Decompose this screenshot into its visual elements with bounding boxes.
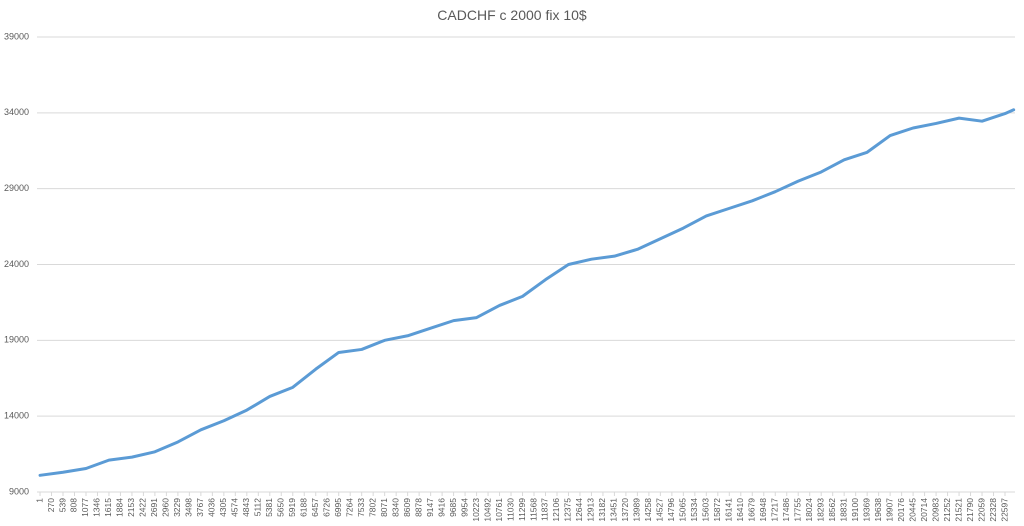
x-tick-label: 11030 xyxy=(505,498,515,521)
x-tick-label: 3229 xyxy=(172,498,182,517)
y-tick-label: 14000 xyxy=(4,411,29,421)
x-tick-label: 18562 xyxy=(827,498,837,522)
y-tick-label: 9000 xyxy=(9,486,29,496)
x-tick-label: 2153 xyxy=(126,498,136,517)
x-tick-label: 4843 xyxy=(241,498,251,517)
x-tick-label: 12644 xyxy=(574,498,584,522)
x-tick-label: 10761 xyxy=(494,498,504,522)
x-tick-label: 270 xyxy=(46,498,56,512)
x-tick-label: 9416 xyxy=(436,498,446,517)
x-tick-label: 12913 xyxy=(586,498,596,522)
x-tick-label: 7802 xyxy=(367,498,377,517)
x-tick-label: 13451 xyxy=(609,498,619,522)
x-tick-label: 10492 xyxy=(482,498,492,522)
x-tick-label: 12375 xyxy=(563,498,573,522)
x-tick-label: 21252 xyxy=(942,498,952,522)
chart-title: CADCHF c 2000 fix 10$ xyxy=(437,7,587,23)
x-tick-label: 11568 xyxy=(528,498,538,521)
x-tick-label: 5919 xyxy=(287,498,297,517)
x-tick-label: 11837 xyxy=(540,498,550,521)
x-tick-label: 19100 xyxy=(850,498,860,522)
y-tick-label: 34000 xyxy=(4,107,29,117)
x-tick-label: 10223 xyxy=(471,498,481,522)
x-tick-label: 6726 xyxy=(321,498,331,517)
x-tick-label: 4036 xyxy=(207,498,217,517)
x-tick-label: 16141 xyxy=(724,498,734,522)
x-tick-label: 4305 xyxy=(218,498,228,517)
x-tick-label: 1884 xyxy=(115,498,125,517)
x-tick-label: 22328 xyxy=(988,498,998,522)
x-tick-label: 7533 xyxy=(356,498,366,517)
x-tick-label: 18024 xyxy=(804,498,814,522)
x-tick-label: 20445 xyxy=(907,498,917,522)
x-tick-label: 3498 xyxy=(184,498,194,517)
x-tick-label: 2691 xyxy=(149,498,159,517)
x-tick-label: 9147 xyxy=(425,498,435,517)
y-tick-label: 29000 xyxy=(4,183,29,193)
x-tick-label: 1615 xyxy=(103,498,113,517)
y-tick-label: 19000 xyxy=(4,335,29,345)
x-tick-label: 20983 xyxy=(930,498,940,522)
x-tick-label: 13989 xyxy=(632,498,642,522)
x-tick-label: 8340 xyxy=(390,498,400,517)
x-tick-label: 20176 xyxy=(896,498,906,522)
x-tick-label: 5650 xyxy=(276,498,286,517)
x-tick-label: 17217 xyxy=(770,498,780,522)
x-tick-label: 5112 xyxy=(253,498,263,517)
x-tick-label: 6188 xyxy=(299,498,309,517)
x-tick-label: 13182 xyxy=(597,498,607,522)
x-tick-label: 21521 xyxy=(953,498,963,522)
x-tick-label: 15603 xyxy=(701,498,711,522)
x-tick-label: 6995 xyxy=(333,498,343,517)
x-tick-label: 14527 xyxy=(655,498,665,522)
y-tick-label: 39000 xyxy=(4,31,29,41)
x-tick-label: 15872 xyxy=(712,498,722,522)
x-tick-label: 3767 xyxy=(195,498,205,517)
x-tick-label: 539 xyxy=(57,498,67,512)
x-tick-label: 16410 xyxy=(735,498,745,522)
x-tick-label: 8609 xyxy=(402,498,412,517)
x-tick-label: 19907 xyxy=(884,498,894,522)
x-tick-label: 1077 xyxy=(80,498,90,517)
x-tick-label: 1 xyxy=(34,498,44,503)
x-tick-label: 18293 xyxy=(815,498,825,522)
x-tick-label: 2422 xyxy=(138,498,148,517)
x-tick-label: 1346 xyxy=(92,498,102,517)
x-tick-label: 808 xyxy=(69,498,79,512)
x-tick-label: 21790 xyxy=(965,498,975,522)
x-tick-label: 16679 xyxy=(747,498,757,522)
x-tick-label: 19638 xyxy=(873,498,883,522)
x-tick-label: 6457 xyxy=(310,498,320,517)
x-tick-label: 16948 xyxy=(758,498,768,522)
x-tick-label: 7264 xyxy=(344,498,354,517)
x-tick-label: 19369 xyxy=(861,498,871,522)
x-tick-label: 13720 xyxy=(620,498,630,522)
x-tick-label: 4574 xyxy=(230,498,240,517)
x-tick-label: 5381 xyxy=(264,498,274,517)
x-tick-label: 17486 xyxy=(781,498,791,522)
x-tick-label: 17755 xyxy=(792,498,802,522)
x-tick-label: 22597 xyxy=(999,498,1009,522)
x-tick-label: 8878 xyxy=(413,498,423,517)
x-tick-label: 8071 xyxy=(379,498,389,517)
x-tick-label: 2960 xyxy=(161,498,171,517)
x-tick-label: 9954 xyxy=(459,498,469,517)
y-tick-label: 24000 xyxy=(4,259,29,269)
x-tick-label: 18831 xyxy=(838,498,848,522)
line-series xyxy=(38,108,1016,477)
x-tick-label: 11299 xyxy=(517,498,527,521)
x-tick-label: 20714 xyxy=(919,498,929,522)
x-tick-label: 9685 xyxy=(448,498,458,517)
x-tick-label: 15065 xyxy=(678,498,688,522)
x-tick-label: 22059 xyxy=(976,498,986,522)
x-tick-label: 14258 xyxy=(643,498,653,522)
x-tick-label: 15334 xyxy=(689,498,699,522)
x-tick-label: 14796 xyxy=(666,498,676,522)
x-tick-label: 12106 xyxy=(551,498,561,522)
